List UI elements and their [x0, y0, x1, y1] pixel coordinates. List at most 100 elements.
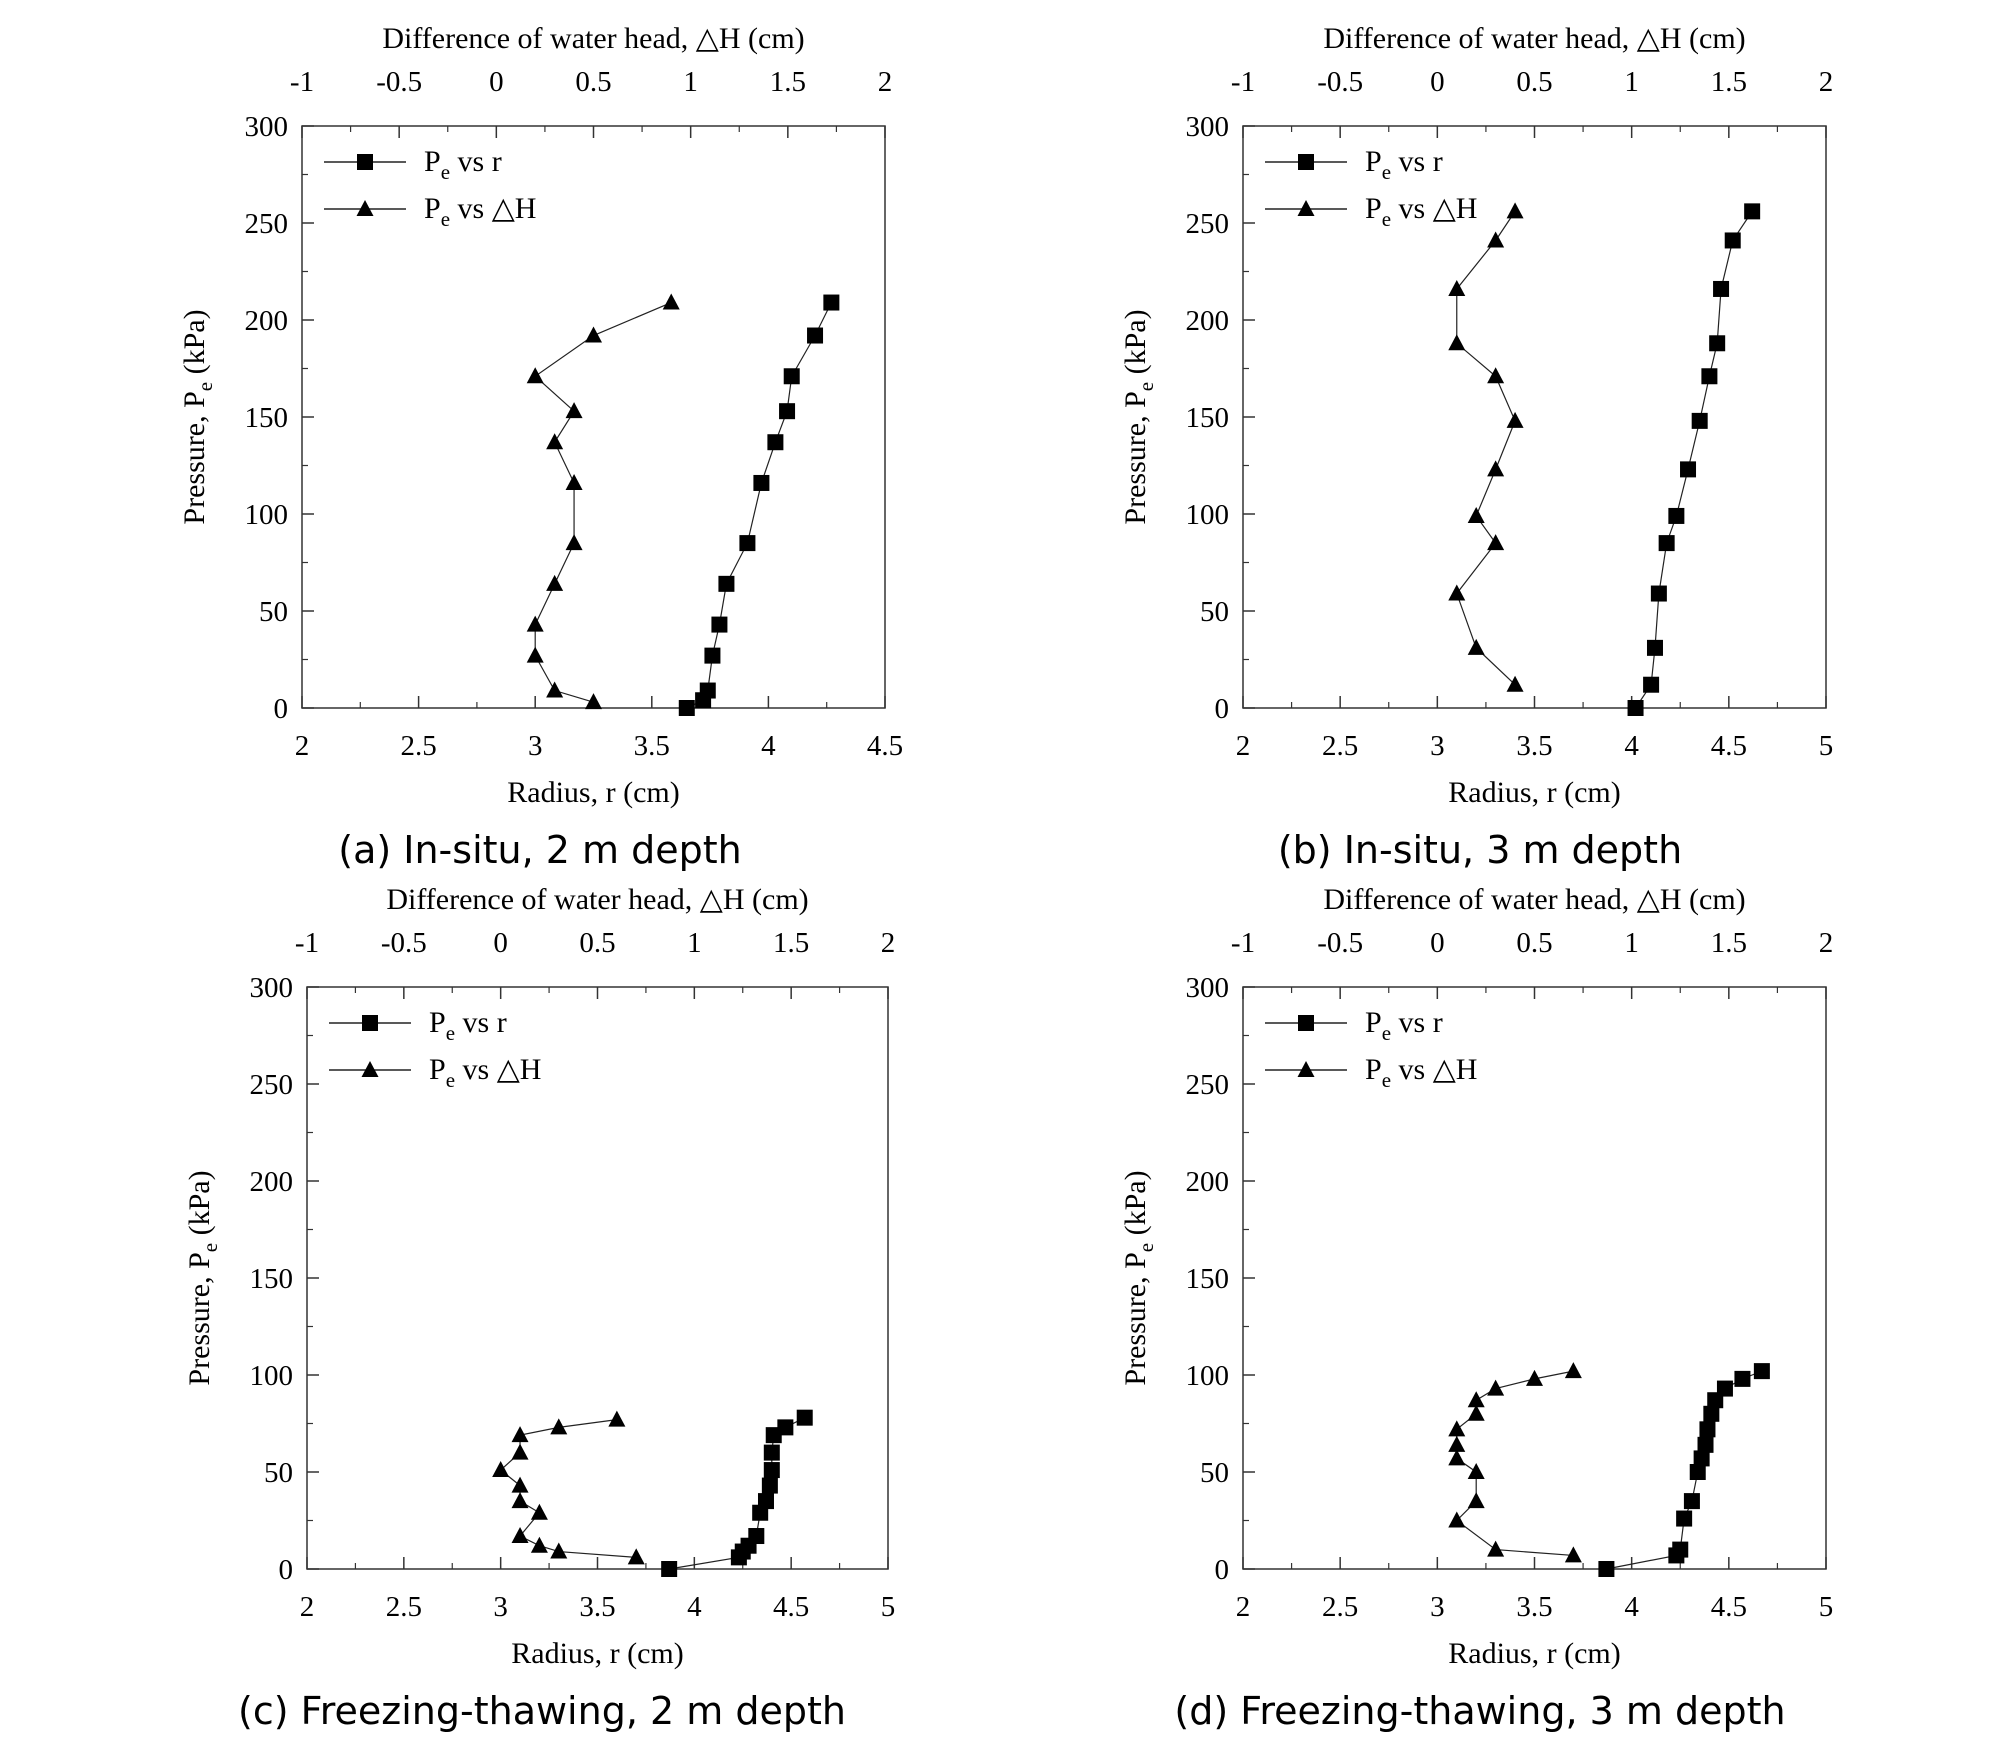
y-tick-label: 200	[250, 1166, 294, 1198]
legend-label: Pe vs △H	[1365, 1053, 1477, 1092]
data-point-triangle	[1487, 1540, 1505, 1557]
x-bottom-tick-label: 5	[1819, 1591, 1834, 1623]
x-bottom-tick-label: 2	[300, 1591, 315, 1623]
data-point-triangle	[662, 293, 680, 310]
data-point-triangle	[511, 1426, 529, 1443]
x-bottom-axis-title: Radius, r (cm)	[507, 776, 679, 809]
data-point-square	[779, 403, 796, 420]
y-tick-label: 0	[1215, 1554, 1230, 1586]
data-point-triangle	[1506, 675, 1524, 692]
y-tick-label: 200	[1186, 1166, 1230, 1198]
x-top-tick-label: 0.5	[579, 927, 615, 959]
data-point-square	[661, 1561, 678, 1577]
y-tick-label: 100	[1186, 499, 1230, 531]
data-point-square	[711, 616, 728, 633]
x-top-tick-label: 0	[489, 66, 504, 98]
x-top-tick-label: -0.5	[381, 927, 427, 959]
series-line-triangle	[534, 301, 672, 703]
x-bottom-tick-label: 3	[493, 1591, 508, 1623]
x-top-tick-label: 1	[1624, 66, 1639, 98]
data-point-triangle	[627, 1548, 645, 1565]
x-top-tick-label: -1	[1231, 927, 1255, 959]
x-bottom-tick-label: 3.5	[579, 1591, 615, 1623]
y-tick-label: 100	[1186, 1360, 1230, 1392]
data-point-triangle	[1448, 1449, 1466, 1466]
data-point-square	[1697, 1436, 1714, 1453]
y-tick-label: 0	[1215, 693, 1230, 725]
x-top-tick-label: -0.5	[1317, 66, 1363, 98]
data-point-square	[1643, 676, 1660, 693]
legend-label: Pe vs △H	[429, 1053, 541, 1092]
x-bottom-tick-label: 5	[1819, 730, 1834, 762]
data-point-triangle	[565, 534, 583, 551]
legend-marker-triangle	[1297, 1061, 1315, 1077]
data-point-square	[1672, 1541, 1689, 1558]
data-point-square	[739, 535, 756, 552]
y-tick-label: 250	[250, 1069, 294, 1101]
data-point-triangle	[1467, 1391, 1485, 1408]
data-point-square	[1724, 232, 1741, 249]
data-point-square	[1598, 1561, 1615, 1577]
x-top-tick-label: -0.5	[376, 66, 422, 98]
data-point-triangle	[511, 1443, 529, 1460]
y-tick-label: 150	[1186, 402, 1230, 434]
panel-caption: (b) In-situ, 3 m depth	[1278, 828, 1682, 872]
x-top-axis-title: Difference of water head, △H (cm)	[1323, 883, 1745, 916]
data-point-square	[1734, 1370, 1751, 1387]
data-point-triangle	[511, 1476, 529, 1493]
series-line-square	[1635, 211, 1753, 709]
data-point-square	[1691, 412, 1708, 429]
x-top-axis-title: Difference of water head, △H (cm)	[386, 883, 808, 916]
data-point-triangle	[1448, 279, 1466, 296]
data-point-triangle	[492, 1461, 510, 1478]
data-point-triangle	[530, 1503, 548, 1520]
x-bottom-tick-label: 4.5	[867, 730, 903, 762]
chart-panel-b: 0 50 100 150 200 250 300 2 2.5 3 3.5 4 4.5 5 -1 -0.5 0 0.…	[1119, 22, 1833, 809]
data-point-triangle	[1467, 1404, 1485, 1421]
x-top-tick-label: 1.5	[1711, 927, 1747, 959]
data-point-square	[1658, 535, 1675, 552]
y-tick-label: 250	[245, 208, 289, 240]
legend-marker-triangle	[1297, 200, 1315, 216]
x-top-tick-label: 0	[1430, 66, 1445, 98]
x-bottom-tick-label: 3.5	[1516, 1591, 1552, 1623]
chart-panel-d: 0 50 100 150 200 250 300 2 2.5 3 3.5 4 4.5 5 -1 -0.5 0 0.…	[1119, 883, 1833, 1670]
x-top-tick-label: 0.5	[1516, 927, 1552, 959]
data-point-square	[1680, 461, 1697, 478]
series-line-square	[686, 302, 832, 709]
x-bottom-tick-label: 4.5	[773, 1591, 809, 1623]
data-point-triangle	[546, 574, 564, 591]
x-top-tick-label: -0.5	[1317, 927, 1363, 959]
data-point-square	[777, 1419, 794, 1436]
y-tick-label: 250	[1186, 1069, 1230, 1101]
legend-label: Pe vs r	[1365, 1006, 1443, 1045]
y-axis-title: Pressure, Pe (kPa)	[1119, 1170, 1158, 1385]
data-point-triangle	[1467, 638, 1485, 655]
x-top-tick-label: 1.5	[1711, 66, 1747, 98]
x-bottom-axis-title: Radius, r (cm)	[1448, 1637, 1620, 1670]
data-point-triangle	[1526, 1369, 1543, 1386]
x-top-tick-label: 0.5	[575, 66, 611, 98]
data-point-triangle	[530, 1536, 548, 1553]
data-point-triangle	[1506, 202, 1524, 219]
x-top-tick-label: 0.5	[1516, 66, 1552, 98]
legend-marker-square	[1298, 154, 1314, 170]
data-point-square	[718, 575, 735, 592]
data-point-triangle	[1487, 534, 1505, 551]
legend-label: Pe vs △H	[424, 192, 536, 231]
data-point-triangle	[1467, 1463, 1485, 1479]
x-bottom-tick-label: 4.5	[1711, 730, 1747, 762]
y-tick-label: 50	[1200, 596, 1229, 628]
y-tick-label: 200	[1186, 305, 1230, 337]
x-bottom-tick-label: 2.5	[400, 730, 436, 762]
data-point-square	[699, 682, 716, 699]
y-tick-label: 200	[245, 305, 289, 337]
x-top-axis-title: Difference of water head, △H (cm)	[1323, 22, 1745, 55]
data-point-triangle	[585, 326, 602, 343]
data-point-triangle	[1487, 367, 1505, 384]
data-point-square	[1627, 700, 1644, 716]
y-tick-label: 0	[274, 693, 289, 725]
data-point-triangle	[1448, 334, 1466, 351]
data-point-square	[763, 1444, 780, 1461]
y-tick-label: 100	[245, 499, 289, 531]
